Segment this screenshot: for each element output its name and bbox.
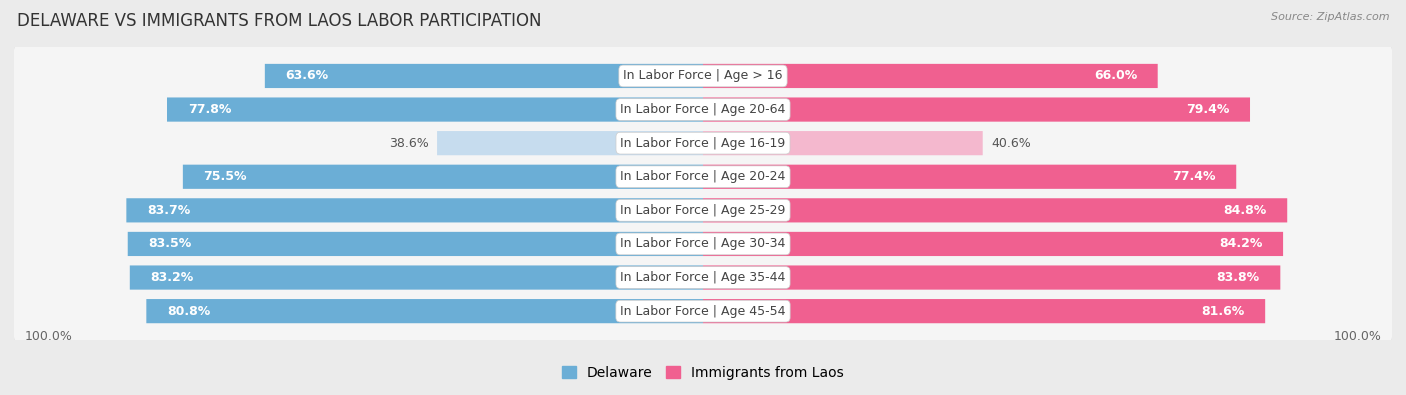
- Text: DELAWARE VS IMMIGRANTS FROM LAOS LABOR PARTICIPATION: DELAWARE VS IMMIGRANTS FROM LAOS LABOR P…: [17, 12, 541, 30]
- Text: 83.5%: 83.5%: [149, 237, 191, 250]
- FancyBboxPatch shape: [703, 64, 1157, 88]
- Text: 79.4%: 79.4%: [1187, 103, 1229, 116]
- Text: 81.6%: 81.6%: [1201, 305, 1244, 318]
- FancyBboxPatch shape: [13, 237, 1393, 318]
- FancyBboxPatch shape: [703, 165, 1236, 189]
- Text: 38.6%: 38.6%: [389, 137, 429, 150]
- FancyBboxPatch shape: [13, 271, 1393, 352]
- Text: In Labor Force | Age 16-19: In Labor Force | Age 16-19: [620, 137, 786, 150]
- Text: 63.6%: 63.6%: [285, 70, 329, 83]
- Text: 83.7%: 83.7%: [148, 204, 190, 217]
- FancyBboxPatch shape: [13, 36, 1393, 116]
- Text: Source: ZipAtlas.com: Source: ZipAtlas.com: [1271, 12, 1389, 22]
- FancyBboxPatch shape: [13, 103, 1393, 183]
- FancyBboxPatch shape: [128, 232, 703, 256]
- FancyBboxPatch shape: [14, 109, 1392, 177]
- FancyBboxPatch shape: [13, 204, 1393, 284]
- FancyBboxPatch shape: [703, 265, 1281, 290]
- Text: In Labor Force | Age 20-64: In Labor Force | Age 20-64: [620, 103, 786, 116]
- FancyBboxPatch shape: [703, 299, 1265, 323]
- FancyBboxPatch shape: [167, 98, 703, 122]
- Text: In Labor Force | Age 20-24: In Labor Force | Age 20-24: [620, 170, 786, 183]
- FancyBboxPatch shape: [437, 131, 703, 155]
- FancyBboxPatch shape: [703, 232, 1284, 256]
- FancyBboxPatch shape: [146, 299, 703, 323]
- FancyBboxPatch shape: [129, 265, 703, 290]
- FancyBboxPatch shape: [703, 131, 983, 155]
- Text: 100.0%: 100.0%: [1334, 330, 1382, 343]
- Text: 83.8%: 83.8%: [1216, 271, 1260, 284]
- FancyBboxPatch shape: [13, 136, 1393, 217]
- FancyBboxPatch shape: [14, 244, 1392, 311]
- Text: In Labor Force | Age 30-34: In Labor Force | Age 30-34: [620, 237, 786, 250]
- Text: In Labor Force | Age > 16: In Labor Force | Age > 16: [623, 70, 783, 83]
- Legend: Delaware, Immigrants from Laos: Delaware, Immigrants from Laos: [557, 360, 849, 386]
- Text: In Labor Force | Age 35-44: In Labor Force | Age 35-44: [620, 271, 786, 284]
- FancyBboxPatch shape: [183, 165, 703, 189]
- FancyBboxPatch shape: [703, 198, 1288, 222]
- Text: 77.4%: 77.4%: [1173, 170, 1216, 183]
- FancyBboxPatch shape: [703, 98, 1250, 122]
- Text: 40.6%: 40.6%: [991, 137, 1031, 150]
- Text: 75.5%: 75.5%: [204, 170, 247, 183]
- FancyBboxPatch shape: [14, 143, 1392, 211]
- FancyBboxPatch shape: [14, 76, 1392, 143]
- FancyBboxPatch shape: [14, 177, 1392, 244]
- FancyBboxPatch shape: [14, 211, 1392, 278]
- Text: 84.2%: 84.2%: [1219, 237, 1263, 250]
- Text: In Labor Force | Age 25-29: In Labor Force | Age 25-29: [620, 204, 786, 217]
- Text: 66.0%: 66.0%: [1094, 70, 1137, 83]
- Text: 83.2%: 83.2%: [150, 271, 194, 284]
- FancyBboxPatch shape: [13, 170, 1393, 251]
- FancyBboxPatch shape: [264, 64, 703, 88]
- FancyBboxPatch shape: [14, 278, 1392, 345]
- Text: 84.8%: 84.8%: [1223, 204, 1267, 217]
- Text: 80.8%: 80.8%: [167, 305, 211, 318]
- FancyBboxPatch shape: [13, 69, 1393, 150]
- Text: 100.0%: 100.0%: [24, 330, 72, 343]
- Text: In Labor Force | Age 45-54: In Labor Force | Age 45-54: [620, 305, 786, 318]
- FancyBboxPatch shape: [14, 42, 1392, 109]
- FancyBboxPatch shape: [127, 198, 703, 222]
- Text: 77.8%: 77.8%: [187, 103, 231, 116]
